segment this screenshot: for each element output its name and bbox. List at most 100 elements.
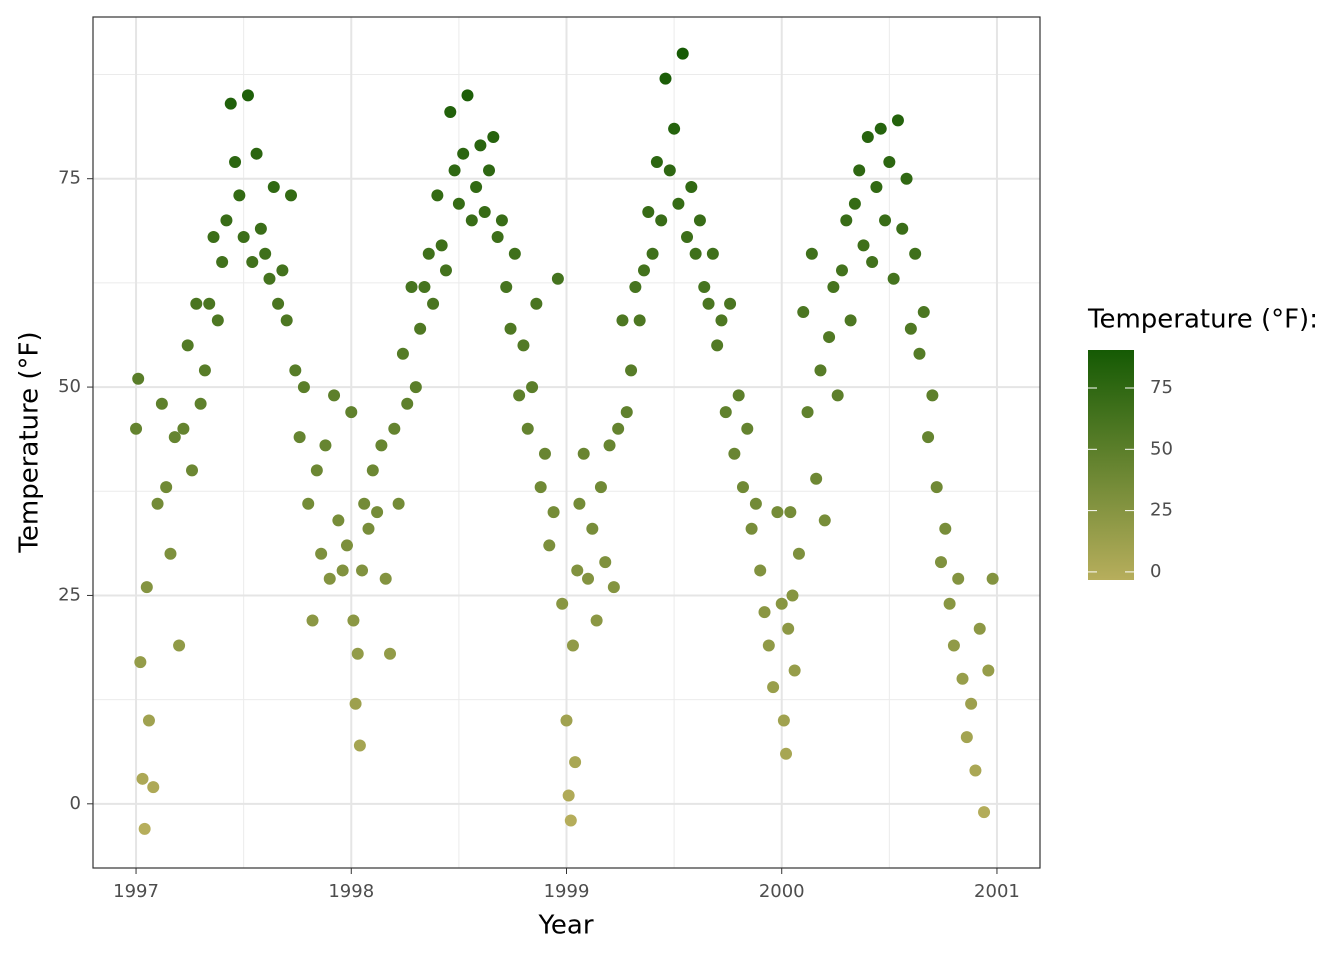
x-tick-label: 2001 xyxy=(974,881,1020,902)
point xyxy=(211,314,224,327)
point xyxy=(590,614,603,627)
point xyxy=(879,214,892,227)
point xyxy=(883,156,896,169)
point xyxy=(698,281,711,294)
point xyxy=(939,522,952,535)
point xyxy=(562,789,575,802)
point xyxy=(220,214,233,227)
point xyxy=(741,422,754,435)
point xyxy=(569,756,582,769)
point xyxy=(655,214,668,227)
point xyxy=(823,331,836,344)
point xyxy=(758,606,771,619)
legend-title: Temperature (°F): xyxy=(1087,305,1318,335)
point xyxy=(973,622,986,635)
point xyxy=(237,231,250,244)
point xyxy=(414,322,427,335)
point xyxy=(409,381,422,394)
point xyxy=(272,297,285,310)
point xyxy=(328,389,341,402)
point xyxy=(439,264,452,277)
point xyxy=(965,697,978,710)
point xyxy=(470,181,483,194)
point xyxy=(203,297,216,310)
point xyxy=(870,181,883,194)
point xyxy=(207,231,220,244)
point xyxy=(775,597,788,610)
point xyxy=(371,506,384,519)
point xyxy=(904,322,917,335)
point xyxy=(353,739,366,752)
point xyxy=(362,522,375,535)
point xyxy=(896,222,909,235)
point xyxy=(358,497,371,510)
point xyxy=(384,647,397,660)
point xyxy=(724,297,737,310)
point xyxy=(780,747,793,760)
point xyxy=(814,364,827,377)
point xyxy=(754,564,767,577)
point xyxy=(887,272,900,285)
point xyxy=(216,256,229,269)
point xyxy=(792,547,805,560)
y-tick-label: 50 xyxy=(58,376,81,397)
point xyxy=(250,147,263,160)
point xyxy=(504,322,517,335)
point xyxy=(556,597,569,610)
point xyxy=(427,297,440,310)
point xyxy=(659,72,672,85)
point xyxy=(547,506,560,519)
point xyxy=(418,281,431,294)
point xyxy=(452,197,465,210)
colorbar-label: 25 xyxy=(1150,500,1173,521)
point xyxy=(788,664,801,677)
point xyxy=(745,522,758,535)
point xyxy=(866,256,879,269)
point xyxy=(857,239,870,252)
point xyxy=(136,772,149,785)
point xyxy=(186,464,199,477)
point xyxy=(164,547,177,560)
point xyxy=(508,247,521,260)
point xyxy=(646,247,659,260)
y-tick-label: 25 xyxy=(58,584,81,605)
point xyxy=(711,339,724,352)
point xyxy=(805,247,818,260)
point xyxy=(930,481,943,494)
point xyxy=(786,589,799,602)
point xyxy=(551,272,564,285)
y-tick-label: 75 xyxy=(58,168,81,189)
point xyxy=(784,506,797,519)
point xyxy=(663,164,676,177)
point xyxy=(844,314,857,327)
point xyxy=(474,139,487,152)
point xyxy=(457,147,470,160)
point xyxy=(194,397,207,410)
point xyxy=(681,231,694,244)
point xyxy=(134,656,147,669)
point xyxy=(947,639,960,652)
point xyxy=(526,381,539,394)
point xyxy=(676,47,689,60)
point xyxy=(465,214,478,227)
point xyxy=(952,572,965,585)
point xyxy=(356,564,369,577)
point xyxy=(405,281,418,294)
point xyxy=(246,256,259,269)
point xyxy=(181,339,194,352)
point xyxy=(323,572,336,585)
point xyxy=(140,581,153,594)
point xyxy=(263,272,276,285)
point xyxy=(151,497,164,510)
point xyxy=(594,481,607,494)
point xyxy=(224,97,237,110)
point xyxy=(233,189,246,202)
point xyxy=(280,314,293,327)
point xyxy=(642,206,655,219)
point xyxy=(835,264,848,277)
point xyxy=(229,156,242,169)
point xyxy=(577,447,590,460)
point xyxy=(285,189,298,202)
point xyxy=(388,422,401,435)
point xyxy=(913,347,926,360)
